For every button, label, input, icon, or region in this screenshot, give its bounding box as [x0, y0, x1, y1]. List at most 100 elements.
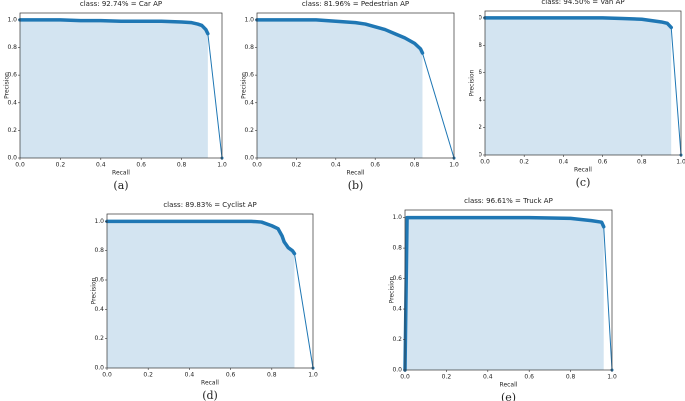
- y-tick-labels: 0.0 0.2 0.4 0.6 0.8 1.0: [472, 14, 482, 159]
- x-tick-label: 0.0: [400, 374, 410, 381]
- x-tick-label: 0.6: [524, 374, 534, 381]
- caption: (b): [348, 179, 364, 192]
- area: [485, 17, 672, 155]
- y-tick-label: 0.8: [94, 247, 104, 254]
- plot-frame: [106, 213, 314, 369]
- x-tick-label: 0.6: [226, 372, 236, 379]
- y-axis-label: Precision: [241, 72, 248, 99]
- y-tick-label: 0.2: [94, 335, 104, 342]
- x-tick-label: 0.2: [442, 374, 452, 381]
- x-axis-label: Recall: [347, 170, 365, 177]
- y-tick-label: 0.0: [392, 367, 402, 374]
- y-tick-label: 0.0: [244, 155, 254, 162]
- x-tick-label: 0.8: [177, 162, 187, 169]
- plot-frame: [19, 12, 223, 159]
- y-tick-label: 0.2: [472, 124, 482, 131]
- x-tick-label: 0.4: [331, 162, 341, 169]
- pr-markers: [18, 18, 210, 36]
- x-tick-label: 0.8: [267, 372, 277, 379]
- pr-markers: [403, 215, 606, 372]
- chart-title: class: 92.74% = Car AP: [80, 0, 162, 8]
- area: [405, 217, 604, 370]
- y-tick-label: 0.8: [472, 42, 482, 49]
- area: [20, 19, 208, 159]
- y-tick-label: 0.2: [244, 127, 254, 134]
- chart-title: class: 94.50% = Van AP: [541, 0, 624, 6]
- chart-title: class: 81.96% = Pedestrian AP: [302, 0, 409, 8]
- x-axis-label: Recall: [201, 380, 219, 387]
- chart-title: class: 89.83% = Cyclist AP: [163, 201, 256, 209]
- x-tick-label: 0.6: [598, 159, 608, 166]
- y-tick-label: 0.0: [472, 152, 482, 159]
- x-tick-label: 0.2: [292, 162, 302, 169]
- x-tick-label: 0.0: [102, 372, 112, 379]
- x-tick-label: 0.2: [56, 162, 66, 169]
- x-tick-label: 0.0: [252, 162, 262, 169]
- y-tick-label: 1.0: [392, 214, 402, 221]
- caption: (c): [576, 176, 591, 189]
- pr-markers: [483, 16, 673, 30]
- y-tick-label: 0.0: [7, 155, 17, 162]
- y-axis-label: Precision: [91, 277, 98, 304]
- plot-frame: [484, 10, 682, 156]
- x-axis-label: Recall: [112, 170, 130, 177]
- y-tick-label: 1.0: [472, 14, 482, 21]
- x-tick-label: 0.2: [143, 372, 153, 379]
- x-tick-label: 0.8: [637, 159, 647, 166]
- area: [257, 19, 423, 159]
- caption: (d): [202, 389, 218, 401]
- y-tick-label: 0.0: [94, 365, 104, 372]
- y-axis-label: Precision: [389, 276, 396, 303]
- x-tick-label: 1.0: [449, 162, 459, 169]
- x-tick-label: 0.0: [15, 162, 25, 169]
- x-tick-label: 0.4: [483, 374, 493, 381]
- x-tick-label: 0.6: [370, 162, 380, 169]
- y-tick-label: 0.4: [94, 306, 104, 313]
- x-axis-label: Recall: [574, 167, 592, 174]
- caption: (e): [501, 391, 516, 401]
- y-tick-label: 0.4: [472, 97, 482, 104]
- y-tick-label: 0.8: [7, 44, 17, 51]
- y-axis-label: Precision: [4, 72, 11, 99]
- y-tick-label: 0.8: [392, 245, 402, 252]
- plot-frame: [404, 209, 613, 371]
- chart-title: class: 96.61% = Truck AP: [464, 197, 553, 205]
- y-tick-labels: 0.0 0.2 0.4 0.6 0.8 1.0: [392, 214, 402, 373]
- x-tick-label: 0.4: [96, 162, 106, 169]
- y-axis-label: Precision: [469, 69, 476, 96]
- x-tick-label: 0.0: [480, 159, 490, 166]
- pr-markers: [255, 18, 425, 55]
- x-tick-label: 0.2: [519, 159, 529, 166]
- x-tick-label: 1.0: [676, 159, 685, 166]
- y-tick-label: 0.2: [7, 127, 17, 134]
- y-tick-label: 0.4: [392, 306, 402, 313]
- caption: (a): [113, 179, 128, 192]
- y-tick-label: 0.4: [244, 99, 254, 106]
- y-tick-label: 0.2: [392, 336, 402, 343]
- y-tick-label: 1.0: [7, 16, 17, 23]
- y-tick-labels: 0.0 0.2 0.4 0.6 0.8 1.0: [244, 16, 254, 161]
- y-tick-label: 0.6: [94, 277, 104, 284]
- y-tick-labels: 0.0 0.2 0.4 0.6 0.8 1.0: [7, 16, 17, 161]
- x-tick-label: 0.4: [559, 159, 569, 166]
- y-tick-label: 0.6: [244, 72, 254, 79]
- y-tick-label: 0.6: [7, 72, 17, 79]
- x-tick-label: 0.4: [185, 372, 195, 379]
- y-tick-label: 0.6: [472, 69, 482, 76]
- x-tick-label: 1.0: [308, 372, 318, 379]
- y-tick-label: 0.4: [7, 99, 17, 106]
- y-tick-label: 0.8: [244, 44, 254, 51]
- x-tick-label: 1.0: [607, 374, 617, 381]
- pr-markers: [105, 219, 297, 256]
- area: [107, 221, 295, 368]
- x-tick-label: 1.0: [217, 162, 227, 169]
- x-tick-label: 0.6: [136, 162, 146, 169]
- x-tick-label: 0.8: [566, 374, 576, 381]
- plot-frame: [256, 12, 455, 159]
- y-tick-label: 1.0: [244, 16, 254, 23]
- y-tick-label: 1.0: [94, 218, 104, 225]
- y-tick-labels: 0.0 0.2 0.4 0.6 0.8 1.0: [94, 218, 104, 372]
- x-axis-label: Recall: [500, 382, 518, 389]
- y-tick-label: 0.6: [392, 275, 402, 282]
